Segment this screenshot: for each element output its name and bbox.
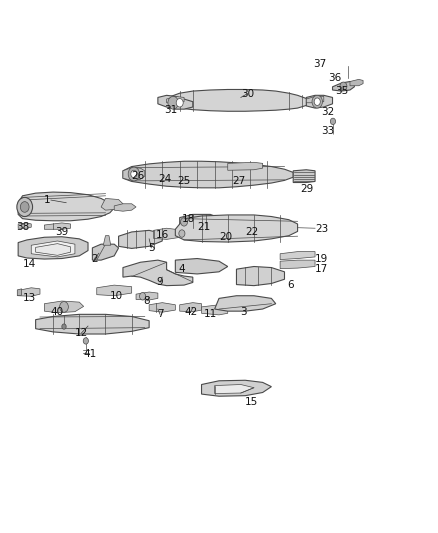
Text: 33: 33 xyxy=(321,126,335,136)
Text: 39: 39 xyxy=(55,227,68,237)
Circle shape xyxy=(330,118,336,125)
Polygon shape xyxy=(280,260,315,269)
Polygon shape xyxy=(215,384,254,393)
Text: 27: 27 xyxy=(232,176,245,187)
Circle shape xyxy=(20,201,29,212)
Polygon shape xyxy=(123,161,293,188)
Polygon shape xyxy=(44,301,84,313)
Polygon shape xyxy=(306,95,332,108)
Polygon shape xyxy=(103,236,111,245)
Polygon shape xyxy=(237,266,285,286)
Circle shape xyxy=(128,167,140,181)
Polygon shape xyxy=(18,288,40,296)
Polygon shape xyxy=(350,79,363,86)
Text: 15: 15 xyxy=(245,397,258,407)
Text: 21: 21 xyxy=(197,222,210,232)
Text: 2: 2 xyxy=(91,254,98,263)
Circle shape xyxy=(83,338,88,344)
Polygon shape xyxy=(180,303,201,312)
Text: 3: 3 xyxy=(240,306,246,317)
Text: 38: 38 xyxy=(16,222,29,232)
Text: 22: 22 xyxy=(245,227,258,237)
Polygon shape xyxy=(332,123,333,134)
Circle shape xyxy=(176,99,183,107)
Polygon shape xyxy=(44,223,71,229)
Polygon shape xyxy=(215,296,276,311)
Text: 10: 10 xyxy=(110,290,123,301)
Text: 11: 11 xyxy=(204,309,217,319)
Text: 13: 13 xyxy=(22,293,36,303)
Text: 1: 1 xyxy=(44,195,51,205)
Polygon shape xyxy=(175,215,297,242)
Polygon shape xyxy=(31,241,75,257)
Circle shape xyxy=(340,82,347,91)
Circle shape xyxy=(62,324,66,329)
Text: 5: 5 xyxy=(148,243,155,253)
Polygon shape xyxy=(158,95,193,109)
Text: 26: 26 xyxy=(131,171,145,181)
Polygon shape xyxy=(92,244,119,260)
Text: 35: 35 xyxy=(335,86,348,96)
Text: 9: 9 xyxy=(157,278,163,287)
Polygon shape xyxy=(123,260,193,286)
Polygon shape xyxy=(136,292,158,300)
Circle shape xyxy=(17,197,32,216)
Polygon shape xyxy=(180,214,219,228)
Text: 7: 7 xyxy=(157,309,163,319)
Circle shape xyxy=(179,230,185,237)
Polygon shape xyxy=(35,314,149,334)
Polygon shape xyxy=(119,230,162,248)
Text: 30: 30 xyxy=(241,88,254,99)
Text: 36: 36 xyxy=(328,73,341,83)
Polygon shape xyxy=(293,169,315,182)
Circle shape xyxy=(180,217,187,226)
Polygon shape xyxy=(201,380,272,396)
Text: 41: 41 xyxy=(84,349,97,359)
Text: 19: 19 xyxy=(315,254,328,263)
Circle shape xyxy=(60,302,68,312)
Circle shape xyxy=(131,170,137,177)
Polygon shape xyxy=(175,259,228,274)
Polygon shape xyxy=(228,163,263,170)
Polygon shape xyxy=(201,305,228,315)
Polygon shape xyxy=(332,82,354,91)
Text: 40: 40 xyxy=(51,306,64,317)
Text: 17: 17 xyxy=(315,264,328,274)
Text: 18: 18 xyxy=(182,214,195,224)
Text: 12: 12 xyxy=(75,328,88,338)
Polygon shape xyxy=(17,289,21,296)
Text: 14: 14 xyxy=(22,259,36,269)
Circle shape xyxy=(314,98,320,106)
Polygon shape xyxy=(18,192,114,221)
Text: 25: 25 xyxy=(177,176,191,187)
Circle shape xyxy=(140,293,146,300)
Circle shape xyxy=(168,96,178,109)
Polygon shape xyxy=(166,90,311,111)
Polygon shape xyxy=(18,223,31,228)
Text: 29: 29 xyxy=(300,184,313,195)
Text: 4: 4 xyxy=(179,264,185,274)
Polygon shape xyxy=(123,167,145,180)
Polygon shape xyxy=(18,237,88,259)
Text: 32: 32 xyxy=(321,107,335,117)
Polygon shape xyxy=(149,303,175,312)
Polygon shape xyxy=(153,228,184,239)
Text: 23: 23 xyxy=(315,224,328,235)
Polygon shape xyxy=(166,96,184,103)
Text: 16: 16 xyxy=(155,230,169,240)
Polygon shape xyxy=(114,204,136,211)
Polygon shape xyxy=(306,96,324,103)
Text: 8: 8 xyxy=(144,296,150,306)
Text: 24: 24 xyxy=(158,174,171,184)
Polygon shape xyxy=(97,285,132,296)
Polygon shape xyxy=(35,244,71,255)
Text: 37: 37 xyxy=(313,60,326,69)
Circle shape xyxy=(312,95,322,108)
Text: 42: 42 xyxy=(184,306,197,317)
Polygon shape xyxy=(101,198,123,210)
Text: 31: 31 xyxy=(164,104,177,115)
Text: 6: 6 xyxy=(288,280,294,290)
Polygon shape xyxy=(280,252,315,260)
Text: 20: 20 xyxy=(219,232,232,243)
